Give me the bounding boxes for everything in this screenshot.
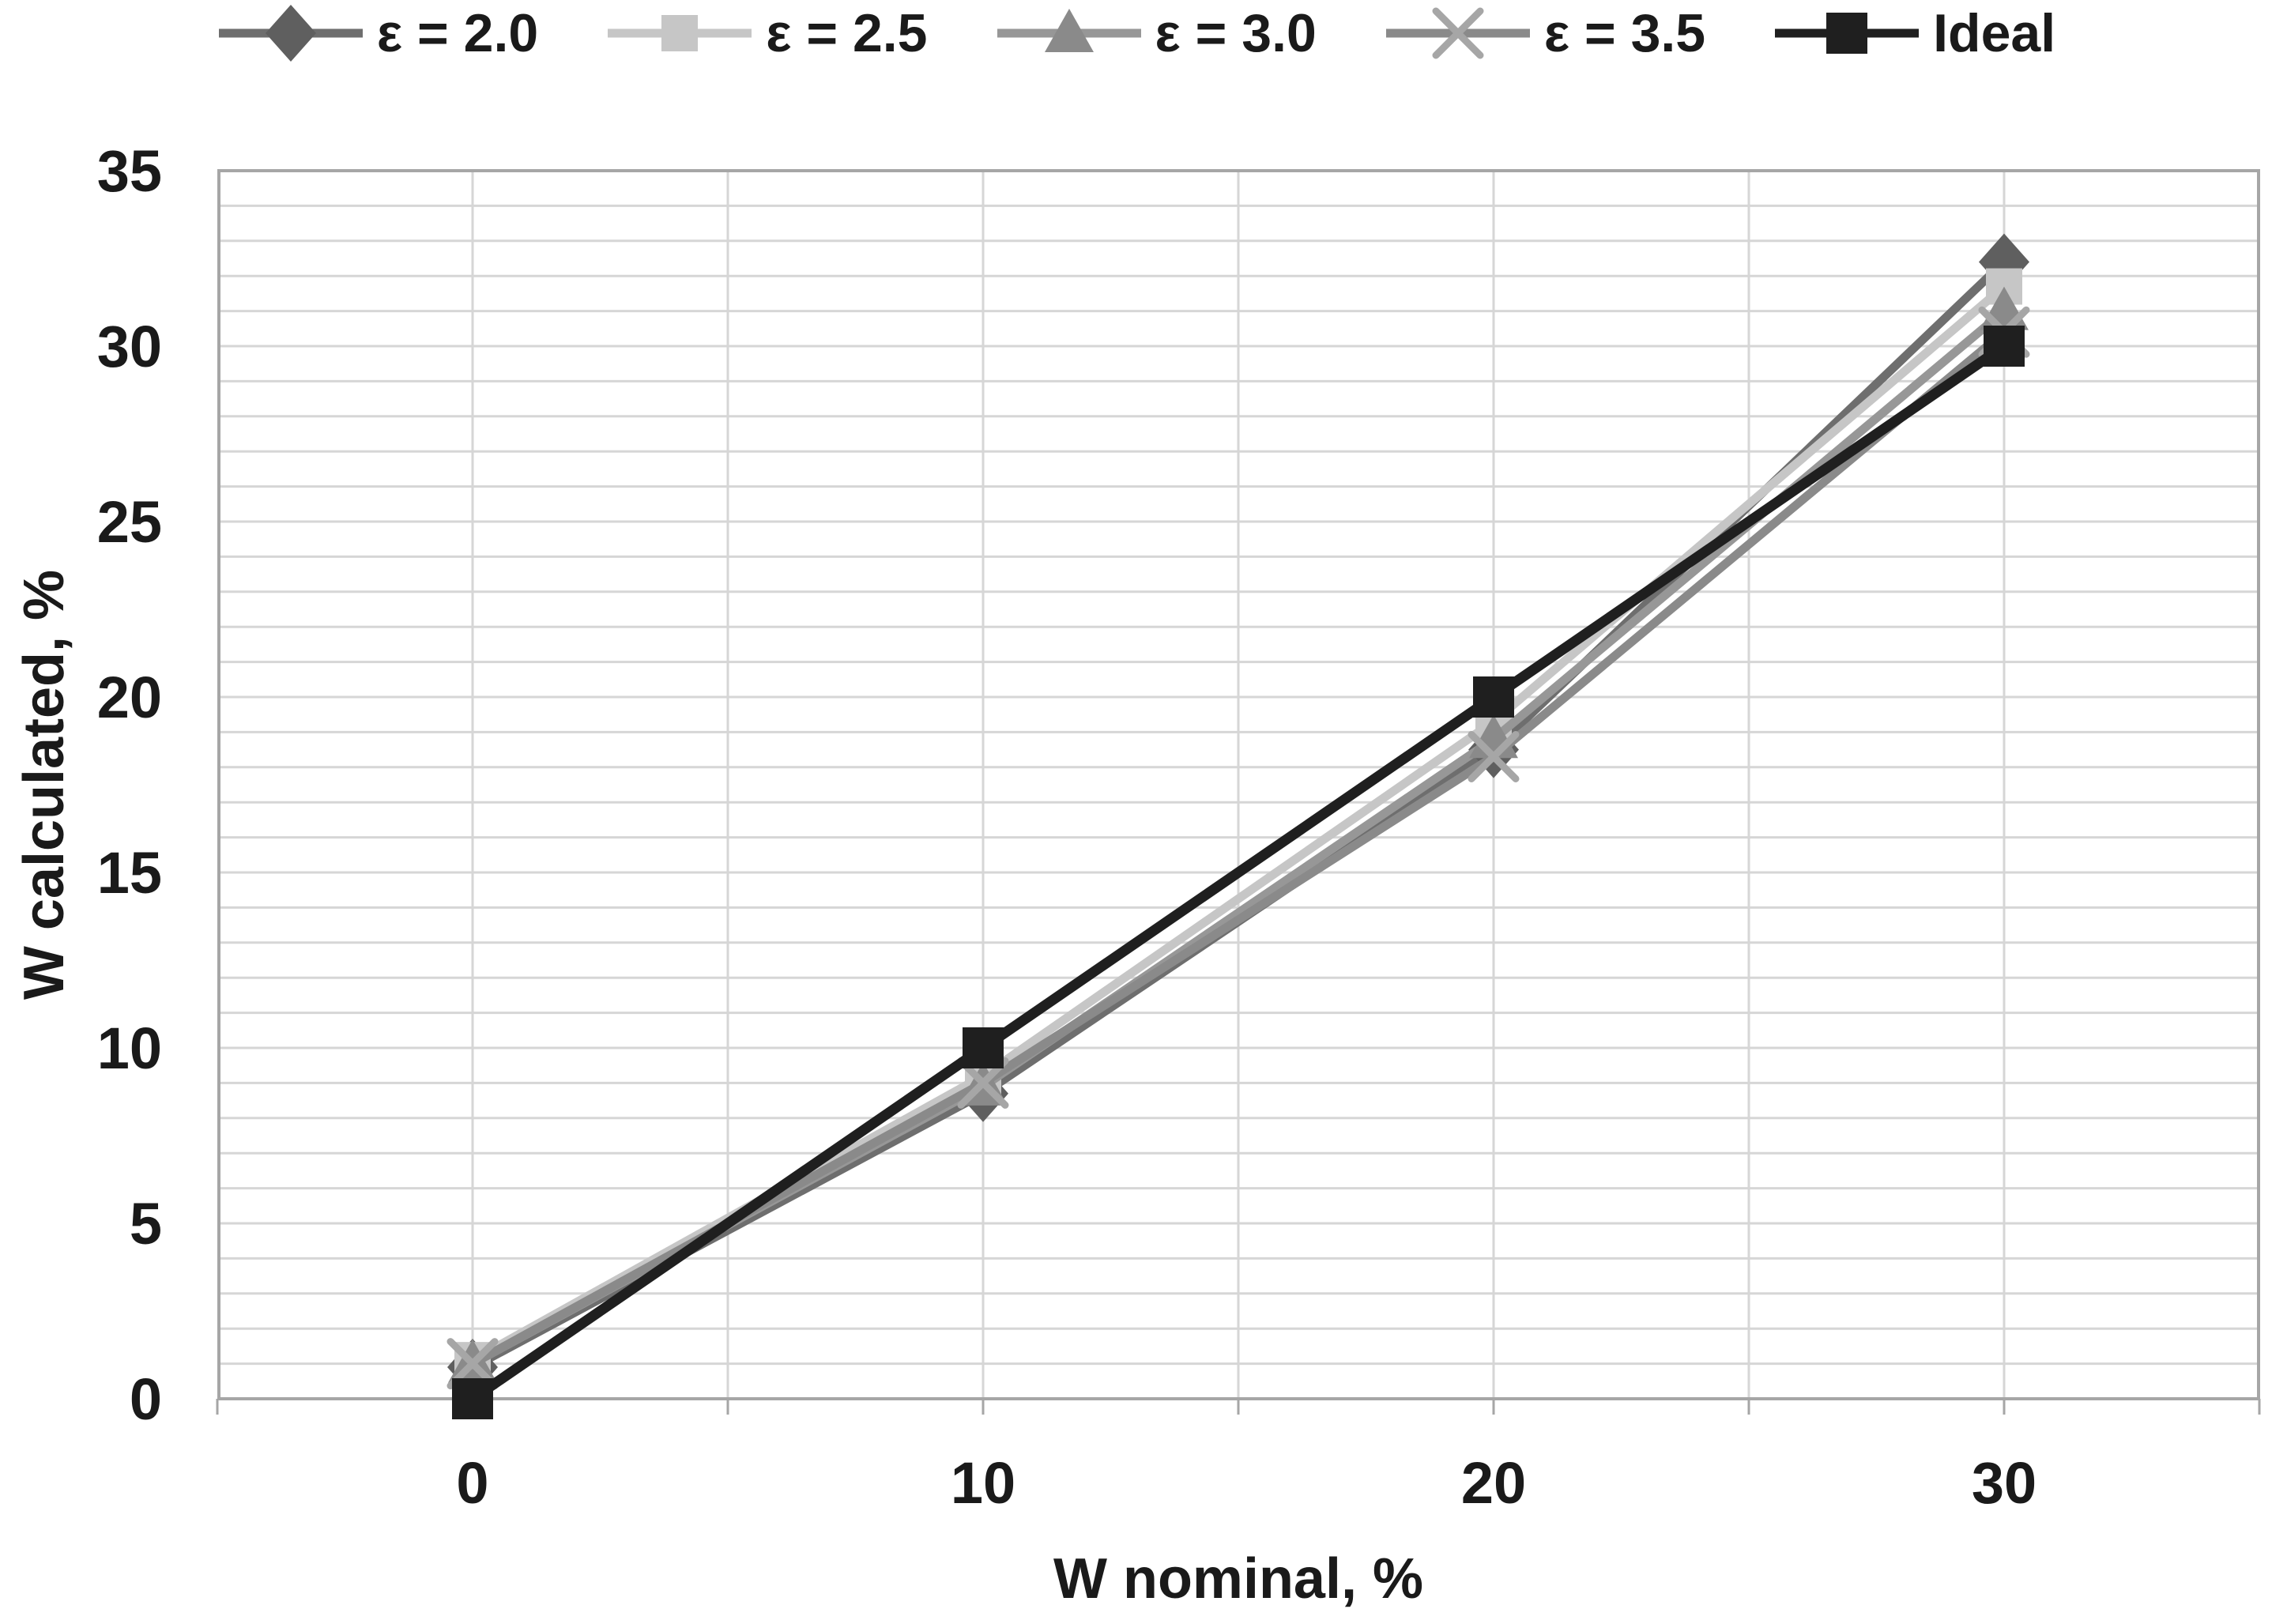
gridlines bbox=[216, 169, 2261, 1415]
svg-text:30: 30 bbox=[97, 314, 162, 379]
legend-marker-diamond bbox=[218, 5, 363, 62]
legend-label: ε = 2.5 bbox=[766, 3, 928, 63]
legend-item: ε = 3.5 bbox=[1383, 2, 1705, 64]
svg-text:30: 30 bbox=[1972, 1450, 2037, 1516]
legend-label: ε = 3.0 bbox=[1155, 3, 1317, 63]
legend-item: ε = 2.5 bbox=[605, 2, 928, 64]
svg-text:0: 0 bbox=[456, 1450, 488, 1516]
svg-text:25: 25 bbox=[97, 489, 162, 555]
legend-item: Ideal bbox=[1772, 2, 2055, 64]
legend-item: ε = 3.0 bbox=[994, 2, 1317, 64]
legend-item: ε = 2.0 bbox=[216, 2, 538, 64]
svg-text:35: 35 bbox=[97, 138, 162, 204]
svg-text:10: 10 bbox=[951, 1450, 1015, 1516]
svg-text:20: 20 bbox=[97, 665, 162, 730]
legend-marker-triangle bbox=[997, 9, 1141, 52]
legend: ε = 2.0 ε = 2.5 ε = 3.0 ε = 3.5 Ideal bbox=[41, 0, 2230, 66]
svg-text:0: 0 bbox=[130, 1366, 162, 1432]
y-axis-title: W calculated, % bbox=[13, 570, 76, 1000]
svg-text:10: 10 bbox=[97, 1015, 162, 1081]
tick-labels: 0 5 10 15 20 25 30 35 0 10 20 30 bbox=[97, 138, 2037, 1516]
svg-text:5: 5 bbox=[130, 1191, 162, 1257]
legend-label: Ideal bbox=[1933, 3, 2056, 63]
legend-marker-x bbox=[1385, 7, 1530, 59]
series-lines bbox=[446, 233, 2030, 1419]
legend-marker-filled-square bbox=[1775, 13, 1920, 54]
x-axis-title: W nominal, % bbox=[1053, 1547, 1423, 1611]
legend-marker-square bbox=[608, 15, 752, 51]
svg-text:20: 20 bbox=[1461, 1450, 1526, 1516]
legend-label: ε = 3.5 bbox=[1543, 3, 1706, 63]
svg-text:15: 15 bbox=[97, 840, 162, 906]
legend-label: ε = 2.0 bbox=[376, 3, 539, 63]
